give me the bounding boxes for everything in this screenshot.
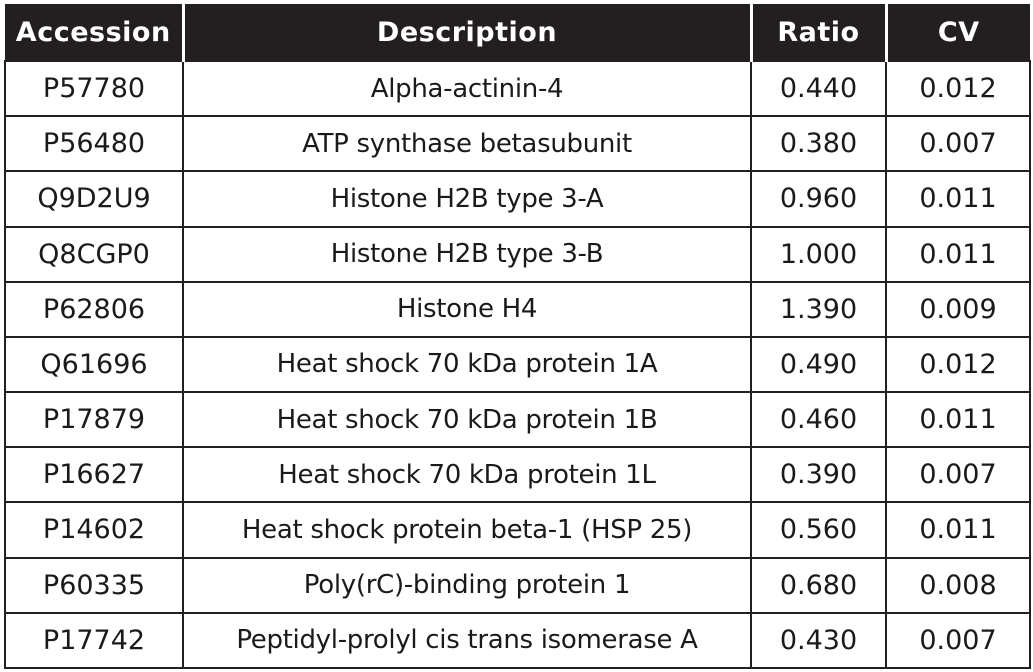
table-row: P57780 Alpha-actinin-4 0.440 0.012 [4,59,1031,118]
table-row: Q61696 Heat shock 70 kDa protein 1A 0.490 0… [4,335,1031,394]
cell-description: Heat shock 70 kDa protein 1B [182,391,752,449]
cell-cv: 0.007 [885,115,1031,173]
cell-description: Histone H2B type 3-B [182,225,752,283]
cell-accession: P60335 [4,556,184,614]
cell-ratio: 0.490 [750,335,887,394]
cell-ratio: 0.440 [750,59,887,118]
table-header: Accession Description Ratio CV [5,4,1030,61]
cell-ratio: 0.380 [750,115,887,173]
cell-accession: Q61696 [4,335,184,394]
header-row: Accession Description Ratio CV [5,4,1030,61]
table-row: P17742 Peptidyl-prolyl cis trans isomeras… [4,611,1031,670]
table-row: P60335 Poly(rC)-binding protein 1 0.680 0.0… [4,556,1031,614]
cell-accession: Q8CGP0 [4,225,184,283]
cell-ratio: 0.960 [750,170,887,228]
cell-ratio: 0.560 [750,501,887,559]
cell-cv: 0.011 [885,225,1031,283]
cell-description: Heat shock protein beta-1 (HSP 25) [182,501,752,559]
cell-accession: P57780 [4,59,184,118]
cell-description: Heat shock 70 kDa protein 1A [182,335,752,394]
cell-ratio: 0.460 [750,391,887,449]
cell-cv: 0.012 [885,59,1031,118]
cell-description: Poly(rC)-binding protein 1 [182,556,752,614]
table-row: P14602 Heat shock protein beta-1 (HSP 25)… [4,501,1031,559]
cell-description: Peptidyl-prolyl cis trans isomerase A [182,611,752,670]
cell-cv: 0.007 [885,611,1031,670]
table-row: P56480 ATP synthase betasubunit 0.380 0.007 [4,115,1031,173]
cell-description: Alpha-actinin-4 [182,59,752,118]
cell-cv: 0.012 [885,335,1031,394]
header-description: Description [181,4,751,61]
cell-description: Histone H4 [182,280,752,338]
table-row: P62806 Histone H4 1.390 0.009 [4,280,1031,338]
cell-accession: P14602 [4,501,184,559]
cell-description: ATP synthase betasubunit [182,115,752,173]
cell-ratio: 1.000 [750,225,887,283]
cell-description: Histone H2B type 3-A [182,170,752,228]
cell-accession: P17879 [4,391,184,449]
cell-accession: P17742 [4,611,184,670]
table-row: Q8CGP0 Histone H2B type 3-B 1.000 0.011 [4,225,1031,283]
cell-description: Heat shock 70 kDa protein 1L [182,446,752,504]
table-row: P16627 Heat shock 70 kDa protein 1L 0.390 0… [4,446,1031,504]
data-table-container: Accession Description Ratio CV P57780 Alp… [4,4,1031,670]
cell-ratio: 1.390 [750,280,887,338]
cell-accession: Q9D2U9 [4,170,184,228]
cell-accession: P62806 [4,280,184,338]
protein-ratio-table: Accession Description Ratio CV P57780 Alp… [4,4,1031,670]
cell-ratio: 0.680 [750,556,887,614]
table-body: P57780 Alpha-actinin-4 0.440 0.012 P56480 ATP… [4,59,1031,670]
cell-ratio: 0.390 [750,446,887,504]
cell-cv: 0.007 [885,446,1031,504]
cell-cv: 0.008 [885,556,1031,614]
cell-cv: 0.011 [885,501,1031,559]
cell-cv: 0.011 [885,170,1031,228]
cell-accession: P16627 [4,446,184,504]
header-cv: CV [884,4,1030,61]
table-row: Q9D2U9 Histone H2B type 3-A 0.960 0.011 [4,170,1031,228]
header-ratio: Ratio [749,4,886,61]
cell-ratio: 0.430 [750,611,887,670]
cell-accession: P56480 [4,115,184,173]
cell-cv: 0.009 [885,280,1031,338]
header-accession: Accession [5,4,183,61]
table-row: P17879 Heat shock 70 kDa protein 1B 0.460 0… [4,391,1031,449]
cell-cv: 0.011 [885,391,1031,449]
